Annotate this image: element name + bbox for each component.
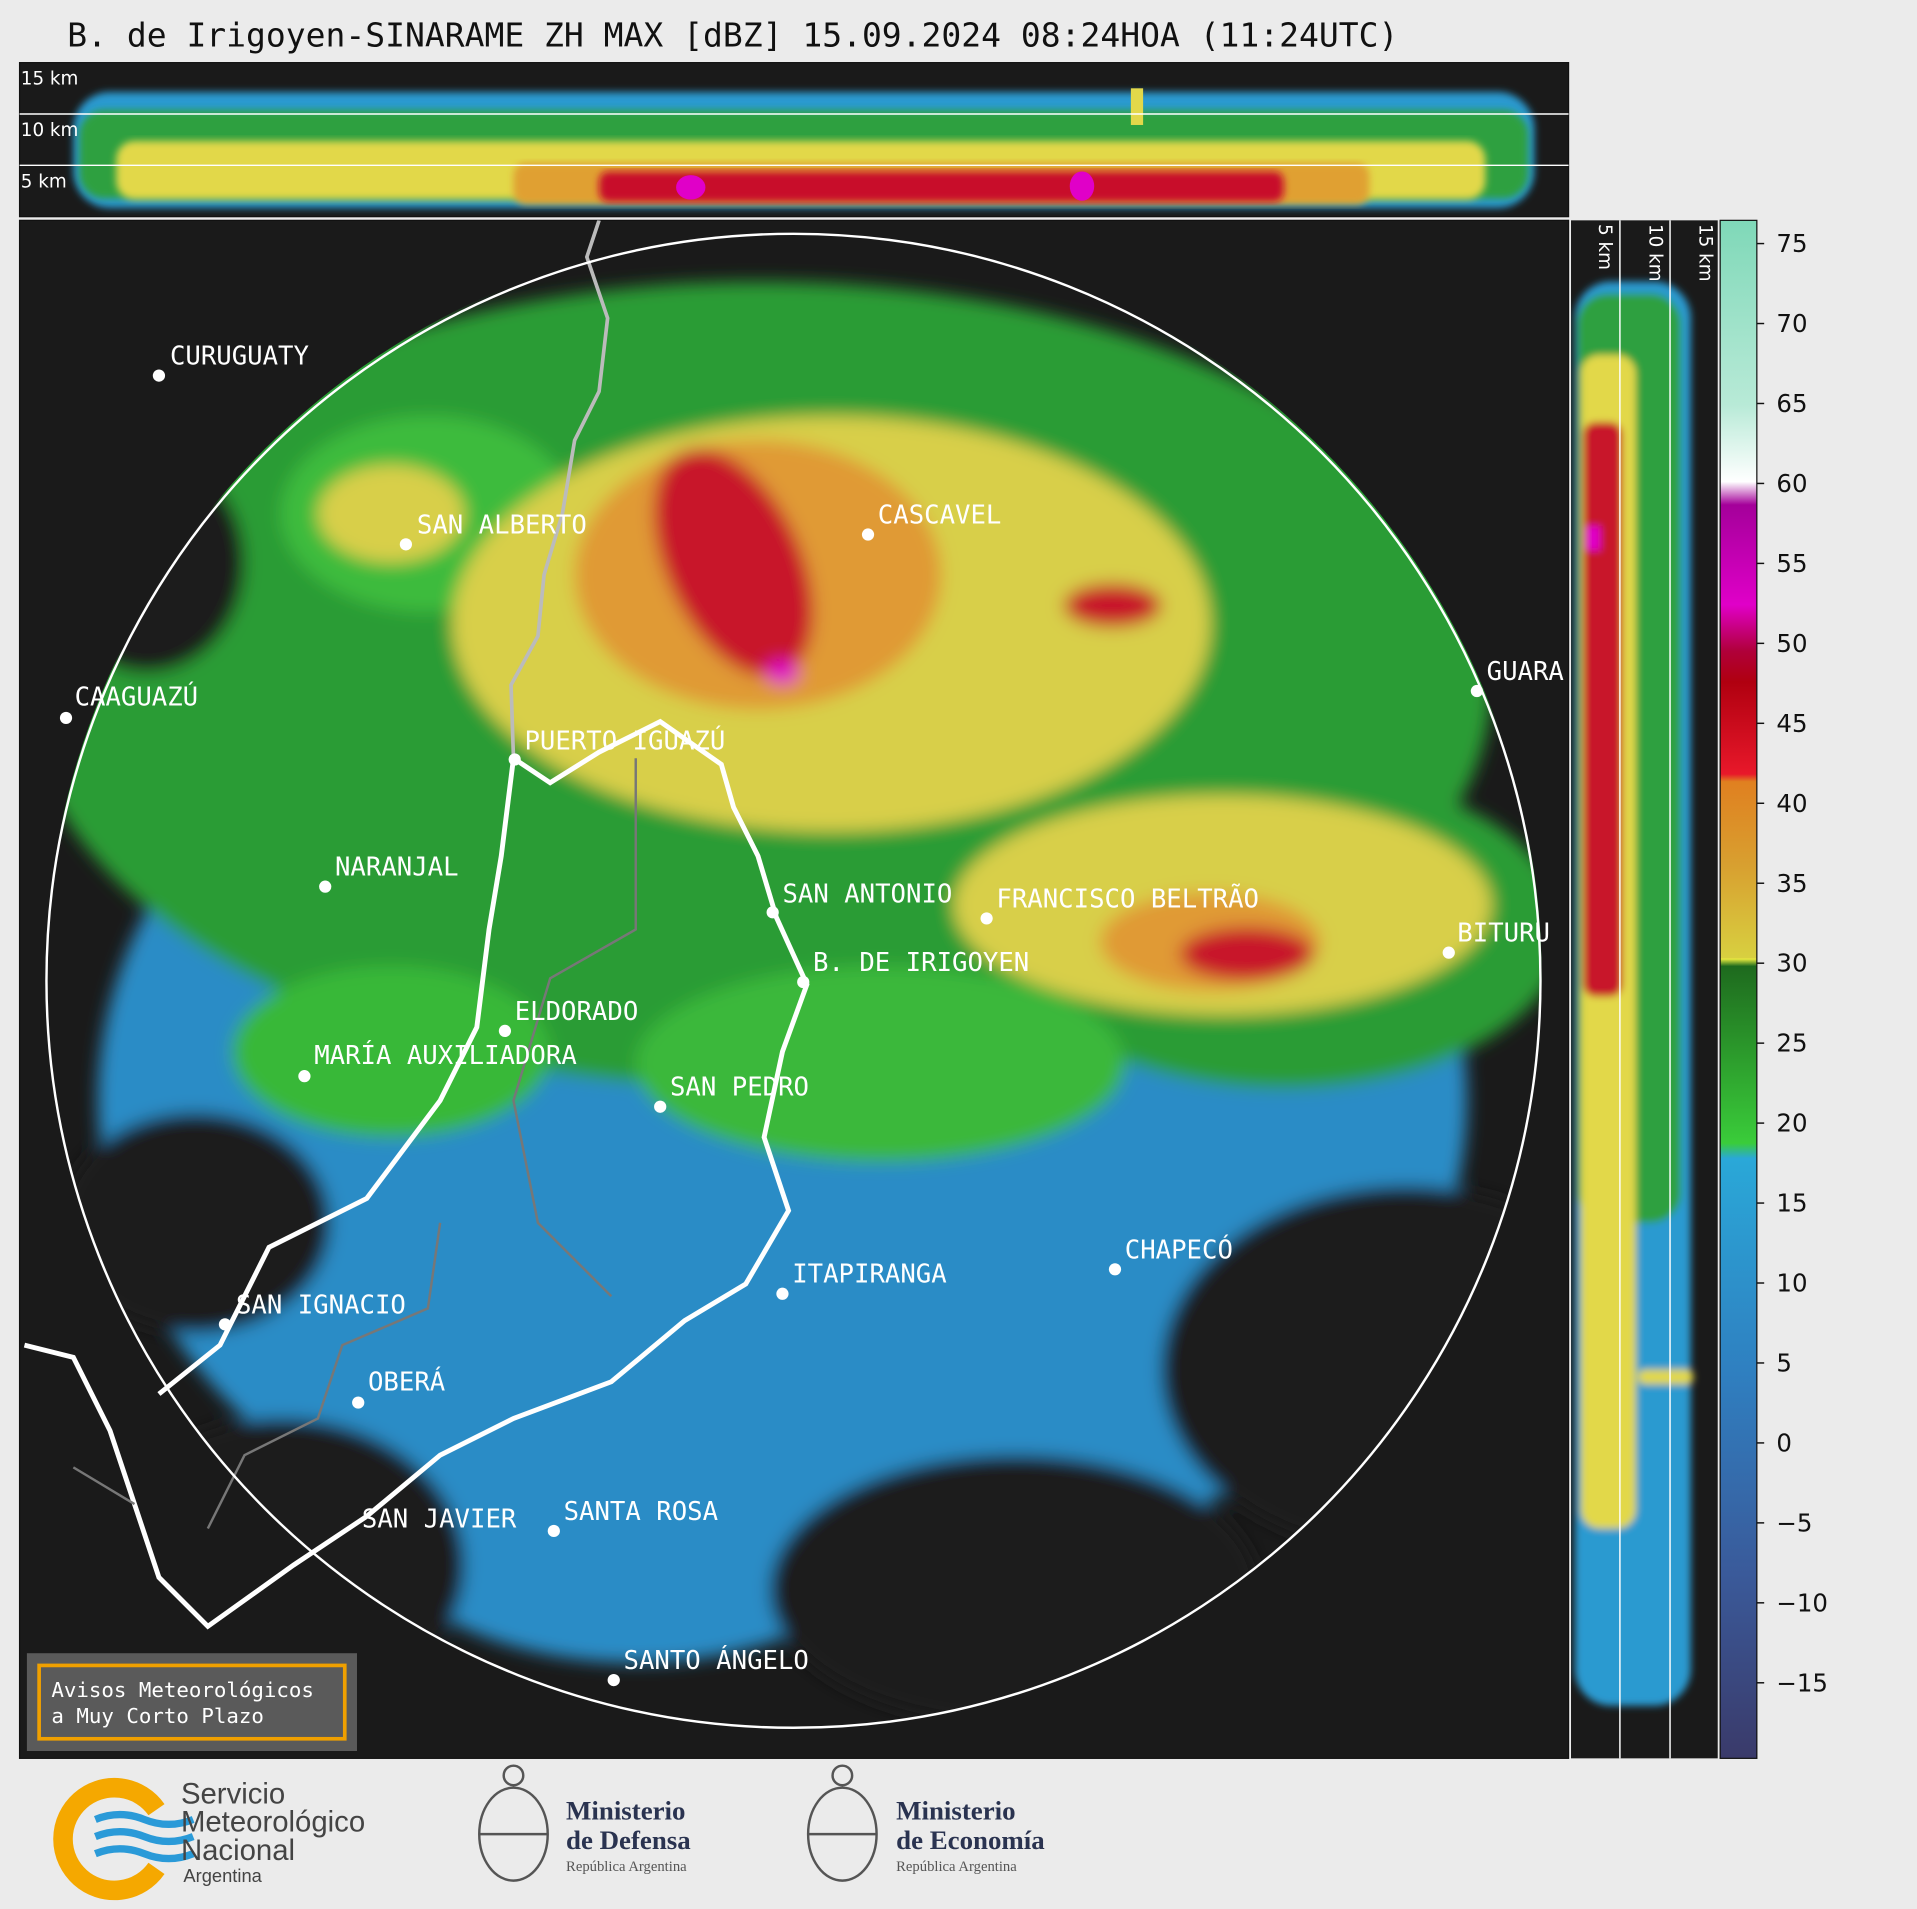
city-dot [1442,946,1455,959]
colorbar-tick-label: 0 [1776,1428,1792,1457]
colorbar-tick-label: 40 [1776,789,1807,818]
city-dot [298,1070,311,1083]
city-label: SAN ANTONIO [782,880,952,910]
colorbar-tick-label: −10 [1776,1588,1828,1617]
top-section-echo [73,88,1535,209]
logo-text: República Argentina [896,1859,1017,1875]
city-label: SANTA ROSA [564,1497,718,1527]
city-label: SANTO ÁNGELO [624,1644,809,1676]
city-dot [1108,1263,1122,1276]
colorbar-tick-label: 10 [1776,1269,1807,1298]
colorbar-tick-label: −5 [1776,1508,1812,1537]
city-label: SAN PEDRO [670,1073,809,1103]
border [23,718,810,1630]
city-dot [861,528,875,541]
colorbar-tick-label: 30 [1776,949,1807,978]
city-dot [1470,684,1483,698]
height-label: 15 km [21,69,79,90]
city-dot [766,906,779,919]
colorbar-tick-label: 60 [1776,469,1807,498]
city-dot [980,912,993,925]
city-dot [319,880,332,893]
city-dot [607,1673,620,1687]
city-label: OBERÁ [368,1365,445,1397]
side-section-echo [1574,281,1694,1706]
warning-frame [37,1663,347,1741]
city-label: CHAPECÓ [1125,1233,1233,1265]
city-label: NARANJAL [335,853,459,883]
city-label: CAAGUAZÚ [75,681,199,713]
colorbar-tick-label: 65 [1776,389,1807,418]
city-dot [797,975,810,989]
city-label: MARÍA AUXILIADORA [314,1039,577,1071]
colorbar-tick-label: 15 [1776,1189,1807,1218]
city-label: CASCAVEL [878,501,1002,531]
logo-text: Ministerio [566,1795,685,1825]
city-label: ITAPIRANGA [792,1260,946,1290]
city-dot [508,753,521,766]
height-label: 5 km [21,171,67,192]
colorbar [1719,219,1758,1759]
logo-text: Ministerio [896,1795,1015,1825]
range-ring [45,232,1542,1730]
height-label: 5 km [1594,224,1615,270]
warning-text: a Muy Corto Plazo [51,1704,264,1728]
city-dot [218,1318,232,1331]
colorbar-tick-label: 50 [1776,629,1807,658]
city-label: SAN IGNACIO [236,1290,406,1320]
logo-text: Servicio [181,1778,285,1811]
colorbar-tick-label: 35 [1776,869,1807,898]
city-label: B. DE IRIGOYEN [813,948,1029,978]
colorbar-tick-label: 20 [1776,1109,1807,1138]
colorbar-tick-label: 25 [1776,1029,1807,1058]
city-label: CURUGUATY [170,342,309,372]
river [509,220,610,759]
coat-of-arms [478,1764,878,1882]
city-dot [399,538,413,551]
city-label: ELDORADO [515,997,639,1027]
logo-text: de Economía [896,1825,1045,1855]
city-label: GUARA [1487,657,1564,687]
city-label: PUERTO IGUAZÚ [524,725,725,757]
city-dot [654,1100,667,1113]
city-label: FRANCISCO BELTRÃO [996,882,1259,914]
warning-text: Avisos Meteorológicos [51,1678,314,1702]
logo-text: Argentina [183,1865,262,1886]
logo-text: Meteorológico [181,1806,365,1839]
colorbar-tick-label: 55 [1776,549,1807,578]
logo-text: Nacional [181,1834,295,1867]
city-dot [352,1396,365,1409]
colorbar-tick-label: −15 [1776,1668,1828,1697]
title: B. de Irigoyen-SINARAME ZH MAX [dBZ] 15.… [67,16,1398,55]
department-border [72,758,637,1530]
city-dot [59,711,73,725]
colorbar-tick-label: 70 [1776,309,1807,338]
height-label: 10 km [21,120,79,141]
smn-logo [53,1777,195,1901]
logo-text: de Defensa [566,1825,691,1855]
colorbar-tick-label: 75 [1776,229,1807,258]
height-label: 15 km [1694,224,1715,282]
warning-box [26,1653,357,1752]
city-dot [547,1524,560,1538]
city-label: SAN JAVIER [362,1504,517,1534]
city-label: SAN ALBERTO [417,510,587,540]
city-dot [776,1287,789,1300]
height-label: 10 km [1644,224,1665,282]
city-label: BITURU [1457,919,1550,949]
city-dot [498,1024,512,1038]
city-dot [152,369,166,382]
colorbar-tick-label: 5 [1776,1349,1792,1378]
colorbar-tick-label: 45 [1776,709,1807,738]
logo-text: República Argentina [566,1859,687,1875]
